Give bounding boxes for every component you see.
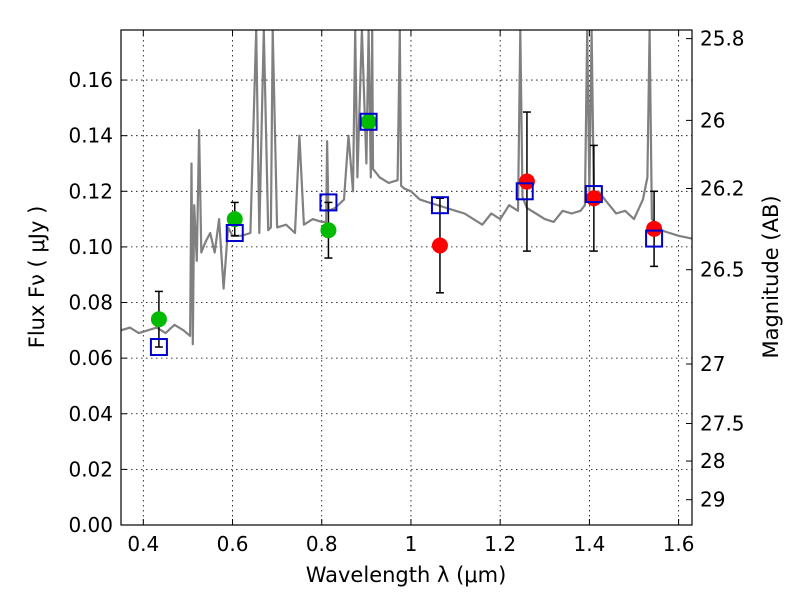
x-tick-label: 1.2 bbox=[484, 532, 516, 556]
plot-frame bbox=[120, 29, 693, 526]
model-point bbox=[225, 224, 244, 243]
mag-tick-label: 29 bbox=[700, 488, 725, 512]
model-point bbox=[515, 182, 534, 201]
mag-tick-label: 27 bbox=[700, 352, 725, 376]
observed-point bbox=[646, 220, 663, 237]
y2-axis-label: Magnitude (AB) bbox=[759, 195, 783, 358]
y-tick-label: 0.08 bbox=[68, 291, 113, 315]
model-point bbox=[645, 229, 664, 248]
y-tick-label: 0.06 bbox=[68, 346, 113, 370]
y-axis-label: Flux Fν ( μJy ) bbox=[25, 206, 49, 349]
model-point bbox=[430, 196, 449, 215]
y-tick-label: 0.00 bbox=[68, 513, 113, 537]
observed-point bbox=[431, 237, 448, 254]
y-tick-label: 0.04 bbox=[68, 402, 113, 426]
x-tick-label: 0.8 bbox=[306, 532, 338, 556]
model-point bbox=[584, 185, 603, 204]
observed-point bbox=[150, 311, 167, 328]
spectrum-line bbox=[121, 30, 692, 346]
model-point bbox=[149, 338, 168, 357]
mag-tick-label: 26.5 bbox=[700, 258, 745, 282]
observed-point bbox=[320, 222, 337, 239]
grid-lines bbox=[121, 30, 692, 526]
mag-tick-label: 27.5 bbox=[700, 411, 745, 435]
mag-tick-label: 26.2 bbox=[700, 177, 745, 201]
y-tick-label: 0.16 bbox=[68, 68, 113, 92]
observed-point bbox=[226, 211, 243, 228]
x-axis-label: Wavelength λ (μm) bbox=[306, 563, 507, 587]
axis-ticks: 0.4 0.6 0.8 1 1.2 1.4 1.6 0.00 0.02 0.04 0.06 0.08 0… bbox=[68, 27, 744, 556]
x-tick-label: 1.4 bbox=[573, 532, 605, 556]
mag-tick-label: 25.8 bbox=[700, 27, 745, 51]
model-point bbox=[319, 193, 338, 212]
model-point bbox=[359, 112, 378, 131]
x-tick-label: 0.4 bbox=[127, 532, 159, 556]
observed-point bbox=[585, 190, 602, 207]
observed-point bbox=[518, 173, 535, 190]
y-tick-label: 0.10 bbox=[68, 235, 113, 259]
x-tick-label: 0.6 bbox=[217, 532, 249, 556]
mag-tick-label: 26 bbox=[700, 108, 725, 132]
y-tick-label: 0.02 bbox=[68, 457, 113, 481]
y-tick-label: 0.14 bbox=[68, 124, 113, 148]
x-tick-label: 1.6 bbox=[663, 532, 695, 556]
mag-tick-label: 28 bbox=[700, 449, 725, 473]
x-tick-label: 1 bbox=[405, 532, 418, 556]
plot-area bbox=[121, 30, 692, 357]
observed-point bbox=[360, 113, 377, 130]
y-tick-label: 0.12 bbox=[68, 179, 113, 203]
